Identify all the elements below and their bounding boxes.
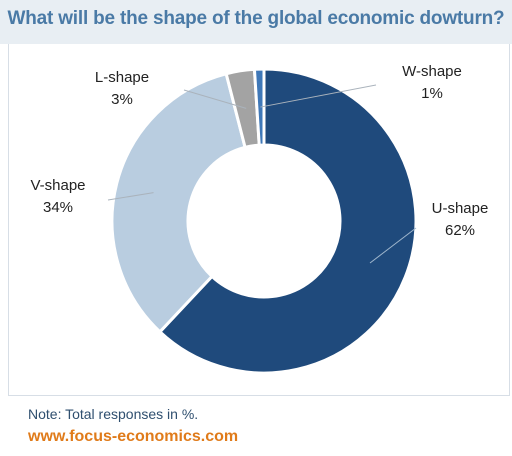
- label-w-shape: W-shape: [402, 63, 462, 80]
- leader-line-w-shape: [260, 84, 377, 108]
- title-bar: What will be the shape of the global eco…: [0, 0, 512, 44]
- label-v-shape: V-shape: [30, 177, 85, 194]
- leader-line-l-shape: [183, 89, 247, 109]
- chart-title: What will be the shape of the global eco…: [7, 8, 505, 29]
- donut-chart: U-shape 62% V-shape 34% L-shape 3% W-shape 1%: [30, 63, 489, 375]
- slice-w-shape: [252, 67, 266, 147]
- label-u-shape: U-shape: [432, 200, 489, 217]
- leader-line-v-shape: [107, 192, 154, 201]
- footnote: Note: Total responses in %.: [28, 406, 199, 422]
- leader-line-u-shape: [369, 227, 417, 264]
- slice-u-shape: [157, 67, 418, 375]
- slice-v-shape: [110, 71, 247, 334]
- value-label-l-shape: 3%: [111, 91, 133, 108]
- value-label-u-shape: 62%: [445, 222, 475, 239]
- source-link[interactable]: www.focus-economics.com: [28, 428, 239, 445]
- value-label-w-shape: 1%: [421, 85, 443, 102]
- value-label-v-shape: 34%: [43, 199, 73, 216]
- label-l-shape: L-shape: [95, 69, 149, 86]
